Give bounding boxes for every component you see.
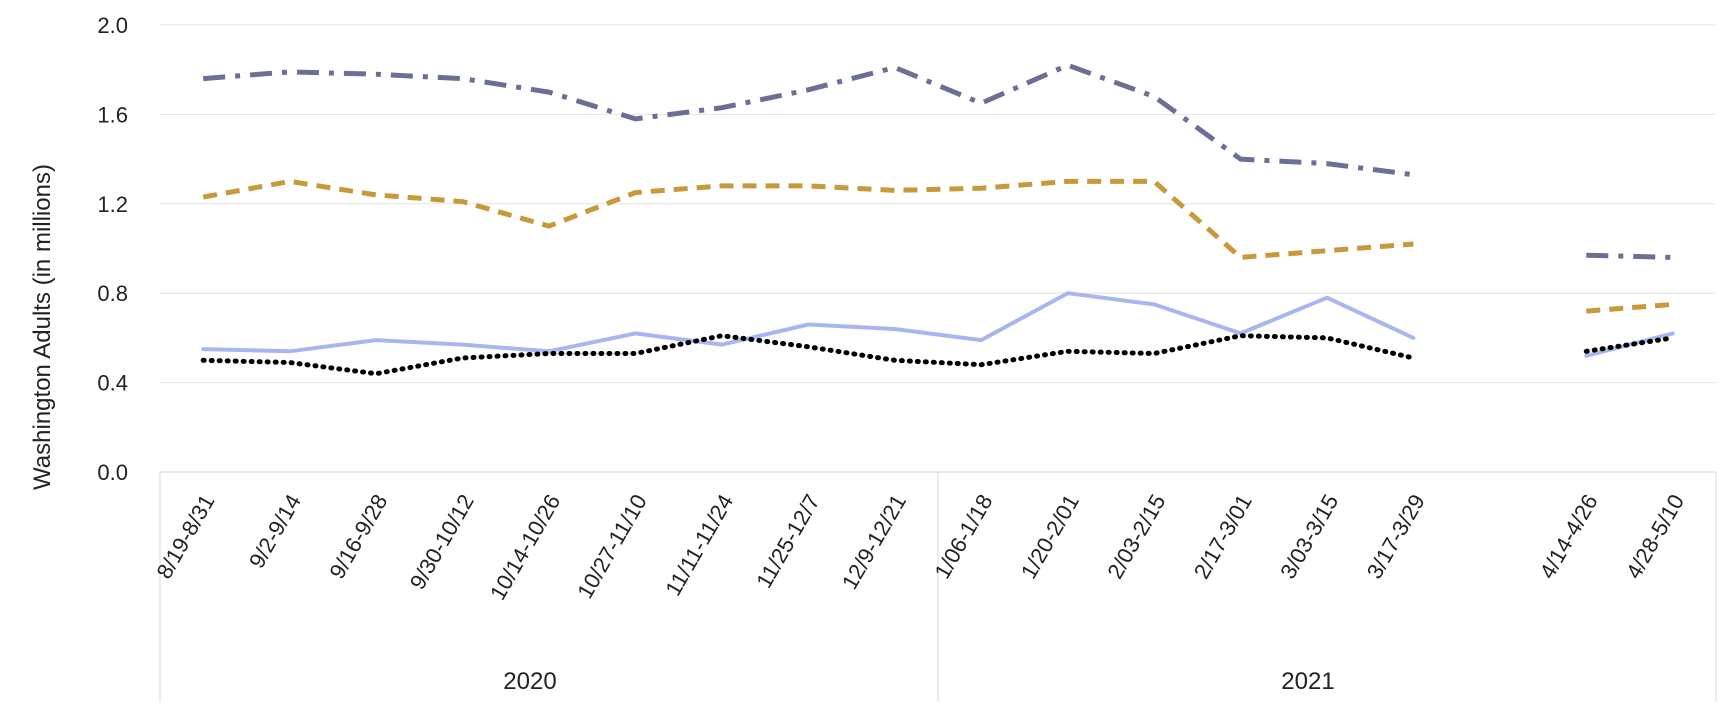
x-tick-label: 10/27-11/10	[572, 490, 652, 603]
y-tick-label: 0.4	[97, 371, 128, 396]
x-tick-label: 4/14-4/26	[1535, 490, 1603, 583]
y-tick-label: 1.6	[97, 102, 128, 127]
x-tick-label: 10/14-10/26	[485, 490, 565, 604]
gridlines	[160, 24, 1716, 473]
group-label-2020: 2020	[503, 668, 556, 695]
series-line-3	[201, 291, 1416, 354]
series-line-2	[1586, 301, 1673, 314]
x-tick-label: 9/16-9/28	[324, 490, 392, 583]
x-tick-label: 11/25-12/7	[751, 490, 824, 592]
series-line-4	[200, 333, 1416, 377]
x-tick-label: 8/19-8/31	[151, 490, 219, 583]
x-tick-label: 9/2-9/14	[244, 490, 306, 572]
x-tick-label: 1/06-1/18	[929, 490, 997, 583]
series-line-1	[1586, 252, 1673, 260]
series-line-1	[203, 62, 1414, 178]
y-axis-ticks: 0.0 0.4 0.8 1.2 1.6 2.0	[97, 13, 128, 485]
series-lines	[200, 62, 1676, 377]
x-tick-label: 3/03-3/15	[1275, 490, 1343, 583]
x-tick-label: 1/20-2/01	[1016, 490, 1084, 583]
y-axis-label: Washington Adults (in millions)	[29, 164, 56, 490]
series-line-4	[1583, 335, 1676, 354]
series-line-3	[1584, 331, 1675, 358]
group-label-2021: 2021	[1281, 668, 1334, 695]
x-tick-label: 12/9-12/21	[837, 490, 911, 594]
x-tick-label: 2/03-2/15	[1102, 490, 1170, 583]
y-tick-label: 2.0	[97, 13, 128, 38]
series-line-2	[202, 178, 1414, 260]
y-tick-label: 0.0	[97, 460, 128, 485]
x-tick-label: 4/28-5/10	[1621, 490, 1689, 583]
x-tick-label: 3/17-3/29	[1362, 490, 1430, 583]
y-tick-label: 1.2	[97, 192, 128, 217]
x-tick-label: 11/11-11/24	[660, 490, 738, 600]
x-tick-label: 9/30-10/12	[405, 490, 479, 594]
y-tick-label: 0.8	[97, 281, 128, 306]
x-tick-label: 2/17-3/01	[1189, 490, 1257, 583]
x-axis: 8/19-8/31 9/2-9/14 9/16-9/28 9/30-10/12 10/1…	[151, 472, 1717, 702]
